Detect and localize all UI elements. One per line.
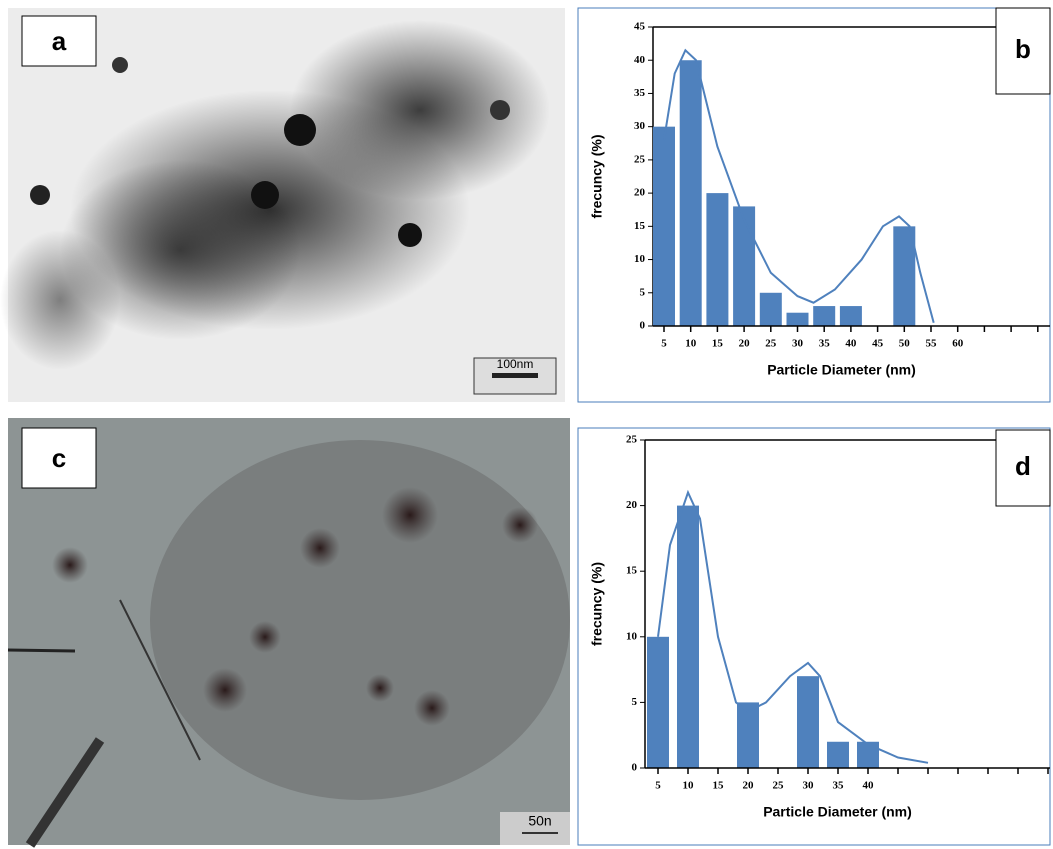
- y-tick-label: 20: [634, 187, 646, 199]
- x-tick-label: 50: [899, 338, 911, 350]
- bar: [653, 126, 675, 327]
- y-tick-label: 5: [632, 696, 638, 708]
- bar: [797, 676, 819, 768]
- x-tick-label: 40: [863, 780, 875, 792]
- bar: [677, 505, 699, 768]
- y-tick-label: 25: [634, 153, 646, 165]
- x-tick-label: 25: [765, 338, 777, 350]
- y-tick-label: 15: [626, 565, 638, 577]
- x-tick-label: 40: [845, 338, 857, 350]
- panel-label: b: [1015, 34, 1031, 64]
- y-tick-label: 15: [634, 220, 646, 232]
- x-tick-label: 5: [661, 338, 667, 350]
- y-tick-label: 45: [634, 21, 646, 33]
- chart-frame: [577, 7, 1051, 403]
- bar: [647, 636, 669, 768]
- x-tick-label: 45: [872, 338, 884, 350]
- tem-image-a: 100nm a: [0, 8, 565, 402]
- x-tick-label: 35: [819, 338, 831, 350]
- bar: [839, 306, 862, 326]
- x-tick-label: 30: [803, 780, 815, 792]
- bar: [827, 741, 849, 768]
- panel-label: c: [52, 443, 66, 473]
- bar: [759, 292, 782, 326]
- bar: [679, 60, 702, 326]
- fit-curve: [663, 48, 935, 323]
- y-axis-label: frecuncy (%): [589, 134, 605, 218]
- x-tick-label: 25: [773, 780, 785, 792]
- x-tick-label: 55: [926, 338, 938, 350]
- x-tick-label: 60: [952, 338, 964, 350]
- fit-curve: [657, 489, 929, 764]
- y-tick-label: 10: [626, 630, 638, 642]
- y-axis-label: frecuncy (%): [589, 562, 605, 646]
- panel-label: a: [52, 26, 67, 56]
- x-tick-label: 5: [655, 780, 661, 792]
- chart-frame: [577, 427, 1051, 846]
- x-tick-label: 15: [712, 338, 724, 350]
- bar: [737, 702, 759, 768]
- bar: [813, 306, 836, 326]
- bar: [893, 226, 916, 326]
- y-tick-label: 0: [640, 320, 646, 332]
- bar: [706, 193, 729, 326]
- y-tick-label: 25: [626, 434, 638, 446]
- tem-image-c: 50n c: [7, 418, 570, 848]
- x-tick-label: 10: [685, 338, 697, 350]
- bar: [786, 312, 809, 326]
- x-tick-label: 20: [739, 338, 751, 350]
- scale-bar-label: 50n: [528, 813, 551, 829]
- y-tick-label: 35: [634, 87, 646, 99]
- y-tick-label: 20: [626, 499, 638, 511]
- bar: [857, 741, 879, 768]
- y-tick-label: 40: [634, 54, 646, 66]
- x-tick-label: 10: [683, 780, 695, 792]
- panel-label-box: [995, 7, 1051, 95]
- panel-label: d: [1015, 451, 1031, 481]
- y-tick-label: 5: [640, 286, 646, 298]
- y-tick-label: 10: [634, 253, 646, 265]
- bar: [733, 206, 756, 326]
- y-tick-label: 30: [634, 120, 646, 132]
- x-tick-label: 30: [792, 338, 804, 350]
- x-axis-label: Particle Diameter (nm): [767, 362, 916, 378]
- x-tick-label: 15: [713, 780, 725, 792]
- panel-label-box: [995, 429, 1051, 507]
- x-axis-label: Particle Diameter (nm): [763, 804, 912, 820]
- x-tick-label: 20: [743, 780, 755, 792]
- x-tick-label: 35: [833, 780, 845, 792]
- scale-bar-label: 100nm: [497, 357, 534, 371]
- y-tick-label: 0: [632, 762, 638, 774]
